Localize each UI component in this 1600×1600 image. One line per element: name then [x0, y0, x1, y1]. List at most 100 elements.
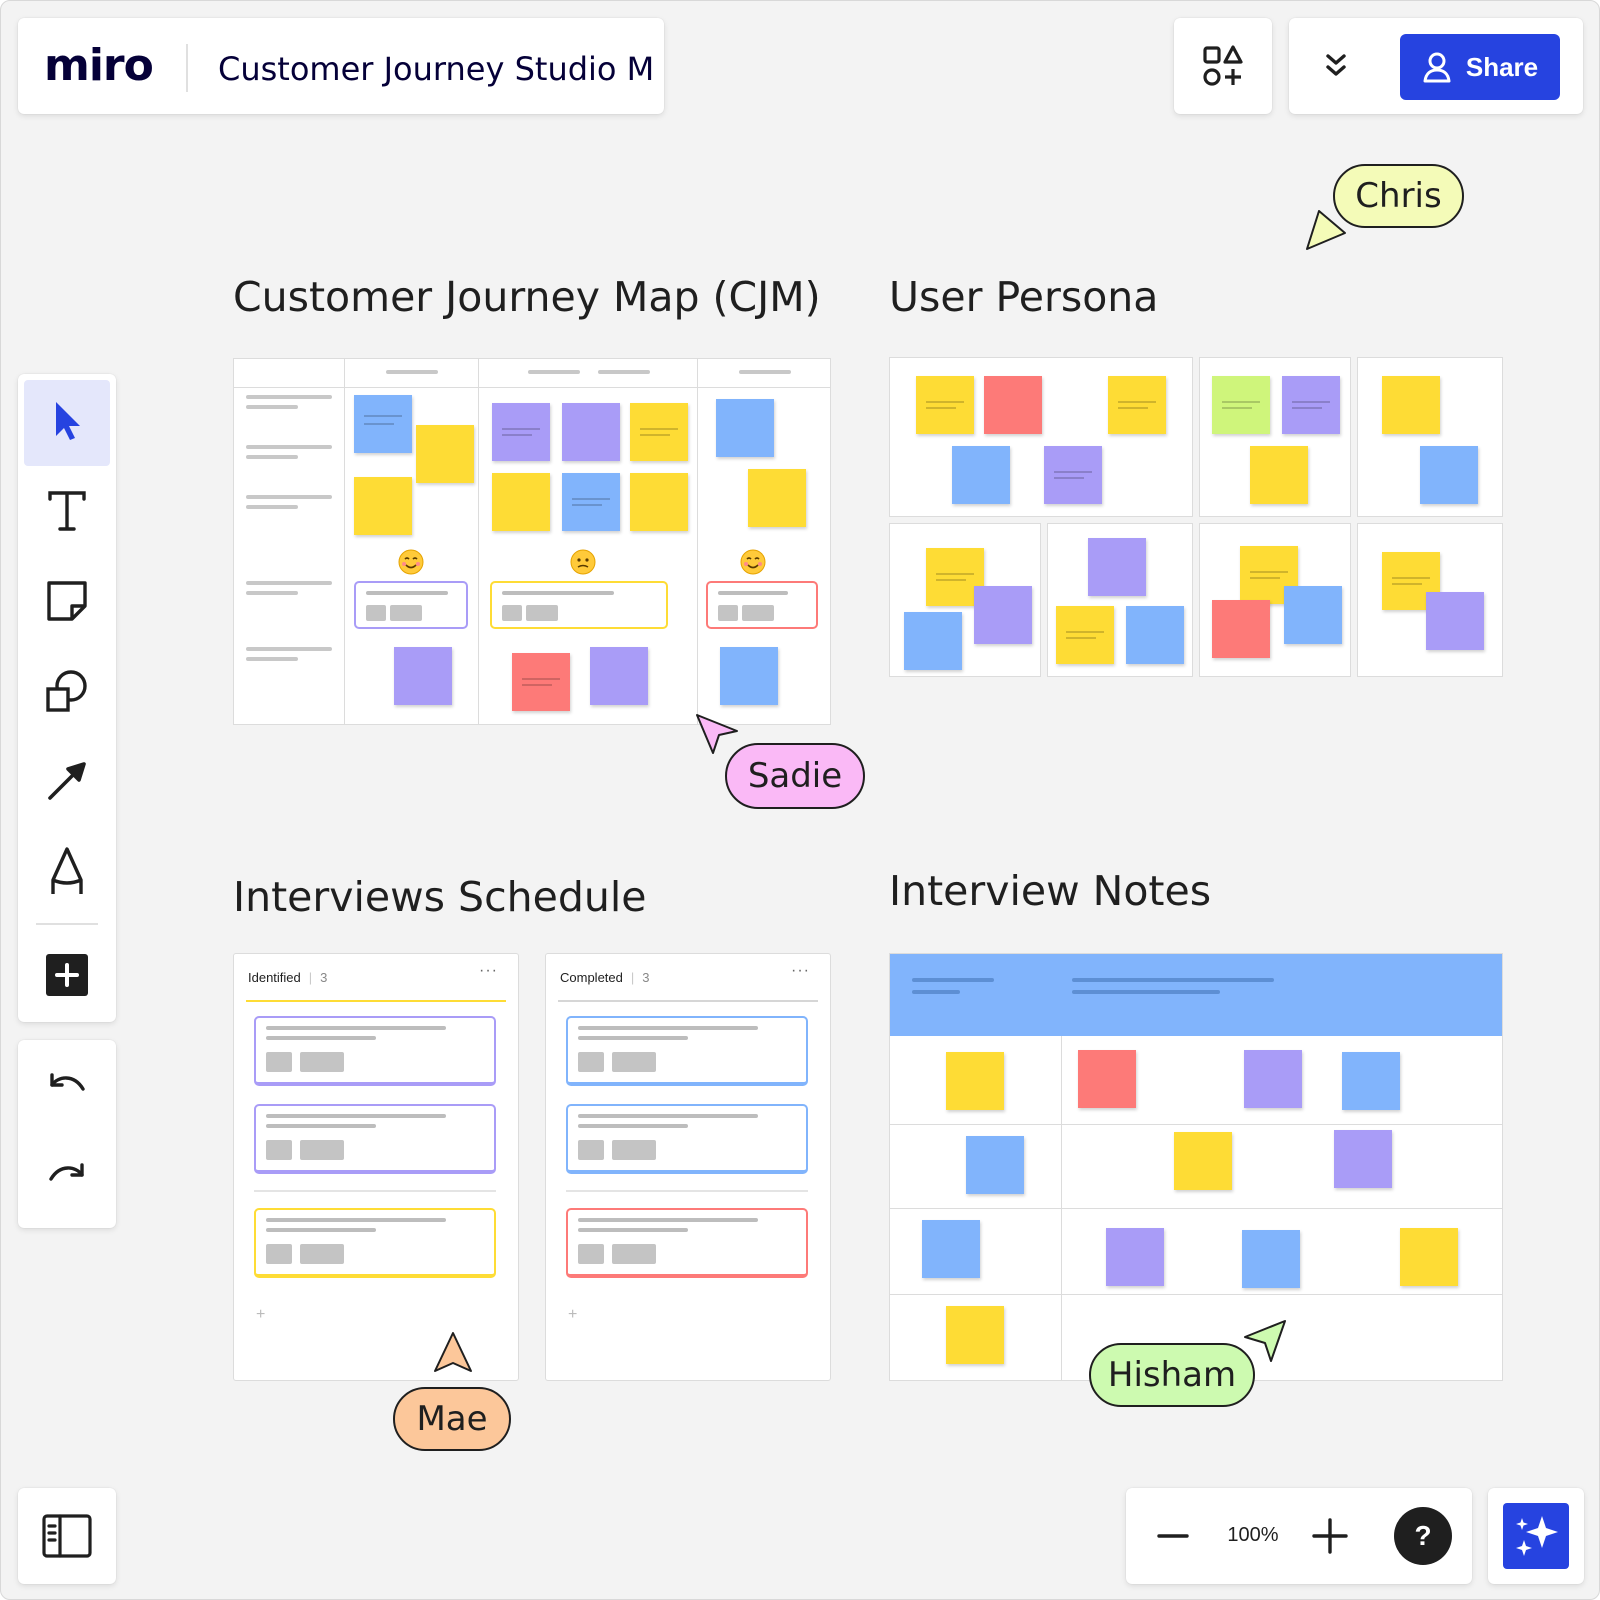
apps-icon[interactable]	[1202, 45, 1244, 87]
board-sidebar-button[interactable]	[18, 1488, 116, 1584]
sticky-note[interactable]	[1382, 376, 1440, 434]
persona-cell[interactable]	[1357, 357, 1503, 517]
cjm-card[interactable]	[490, 581, 668, 629]
sticky-note[interactable]	[1174, 1132, 1232, 1190]
cjm-title[interactable]: Customer Journey Map (CJM)	[233, 273, 821, 321]
more-options-icon[interactable]: ···	[479, 962, 498, 979]
sticky-note[interactable]	[1056, 606, 1114, 664]
ai-assistant-button[interactable]	[1503, 1503, 1569, 1569]
sticky-note[interactable]	[590, 647, 648, 705]
chevron-double-down-icon[interactable]	[1321, 50, 1351, 82]
sticky-note[interactable]	[1108, 376, 1166, 434]
kanban-card[interactable]	[254, 1016, 496, 1086]
kanban-column-completed[interactable]: Completed | 3 ··· +	[545, 953, 831, 1381]
miro-logo[interactable]: miro	[44, 40, 154, 91]
kanban-card[interactable]	[566, 1016, 808, 1086]
persona-title[interactable]: User Persona	[889, 273, 1159, 321]
sticky-note[interactable]	[946, 1306, 1004, 1364]
cursor-label-chris: Chris	[1333, 164, 1464, 228]
sticky-note[interactable]	[1426, 592, 1484, 650]
cursor-label-sadie: Sadie	[725, 743, 865, 809]
notes-title[interactable]: Interview Notes	[889, 867, 1212, 915]
sticky-note[interactable]	[1088, 538, 1146, 596]
schedule-title[interactable]: Interviews Schedule	[233, 873, 647, 921]
sticky-note[interactable]	[1284, 586, 1342, 644]
sticky-note[interactable]	[416, 425, 474, 483]
more-options-icon[interactable]: ···	[791, 962, 810, 979]
sticky-note[interactable]	[1106, 1228, 1164, 1286]
persona-cell[interactable]	[889, 523, 1041, 677]
sticky-note[interactable]	[974, 586, 1032, 644]
persona-cell[interactable]	[1199, 357, 1351, 517]
kanban-card[interactable]	[254, 1208, 496, 1278]
tool-shapes[interactable]	[24, 650, 110, 736]
persona-cell[interactable]	[1199, 523, 1351, 677]
tool-text[interactable]	[24, 470, 110, 556]
help-button[interactable]: ?	[1394, 1507, 1452, 1565]
persona-cell[interactable]	[1357, 523, 1503, 677]
cjm-frame[interactable]	[233, 358, 831, 725]
sticky-note[interactable]	[562, 403, 620, 461]
sticky-note[interactable]	[1212, 600, 1270, 658]
kanban-card[interactable]	[254, 1104, 496, 1174]
sticky-note[interactable]	[984, 376, 1042, 434]
undo-button[interactable]	[24, 1045, 110, 1131]
sticky-note[interactable]	[716, 399, 774, 457]
sticky-note[interactable]	[492, 473, 550, 531]
redo-button[interactable]	[24, 1135, 110, 1221]
sticky-note[interactable]	[354, 395, 412, 453]
share-button[interactable]: Share	[1400, 34, 1560, 100]
sticky-note[interactable]	[1044, 446, 1102, 504]
sticky-note[interactable]	[630, 473, 688, 531]
tool-add-more[interactable]	[24, 934, 110, 1020]
sticky-note[interactable]	[1342, 1052, 1400, 1110]
tool-select[interactable]	[24, 380, 110, 466]
sticky-note[interactable]	[952, 446, 1010, 504]
sticky-note[interactable]	[354, 477, 412, 535]
kanban-card[interactable]	[566, 1208, 808, 1278]
sticky-note[interactable]	[1244, 1050, 1302, 1108]
cursor-pointer-chris	[1303, 209, 1347, 253]
zoom-out-icon[interactable]	[1156, 1522, 1190, 1550]
kanban-column-header: Completed | 3	[560, 970, 650, 985]
left-toolbar	[18, 374, 116, 1022]
tool-arrow[interactable]	[24, 740, 110, 826]
sticky-note[interactable]	[562, 473, 620, 531]
board-title[interactable]: Customer Journey Studio M	[218, 50, 655, 88]
persona-cell[interactable]	[1047, 523, 1193, 677]
sticky-note[interactable]	[1420, 446, 1478, 504]
sticky-note[interactable]	[1400, 1228, 1458, 1286]
sticky-note[interactable]	[630, 403, 688, 461]
sticky-note[interactable]	[904, 612, 962, 670]
sticky-note[interactable]	[1334, 1130, 1392, 1188]
tool-sticky-note[interactable]	[24, 560, 110, 646]
sticky-note[interactable]	[966, 1136, 1024, 1194]
sticky-note[interactable]	[720, 647, 778, 705]
sticky-note[interactable]	[1282, 376, 1340, 434]
kanban-column-identified[interactable]: Identified | 3 ··· +	[233, 953, 519, 1381]
cjm-card[interactable]	[354, 581, 468, 629]
sticky-note[interactable]	[1242, 1230, 1300, 1288]
sticky-note[interactable]	[946, 1052, 1004, 1110]
sticky-note[interactable]	[916, 376, 974, 434]
cjm-card[interactable]	[706, 581, 818, 629]
sticky-note[interactable]	[512, 653, 570, 711]
cjm-row-label	[246, 445, 332, 449]
sticky-note[interactable]	[922, 1220, 980, 1278]
sticky-note[interactable]	[1078, 1050, 1136, 1108]
sticky-note[interactable]	[748, 469, 806, 527]
kanban-add-card[interactable]: +	[568, 1306, 578, 1323]
sticky-note[interactable]	[394, 647, 452, 705]
zoom-level[interactable]: 100%	[1227, 1524, 1279, 1546]
kanban-card[interactable]	[566, 1104, 808, 1174]
sticky-note[interactable]	[1250, 446, 1308, 504]
sticky-note[interactable]	[1212, 376, 1270, 434]
persona-cell[interactable]	[889, 357, 1193, 517]
sticky-note[interactable]	[1126, 606, 1184, 664]
zoom-in-icon[interactable]	[1312, 1518, 1348, 1554]
tool-pen[interactable]	[24, 830, 110, 916]
sticky-note[interactable]	[492, 403, 550, 461]
kanban-add-card[interactable]: +	[256, 1306, 266, 1323]
notes-table[interactable]	[889, 953, 1503, 1381]
